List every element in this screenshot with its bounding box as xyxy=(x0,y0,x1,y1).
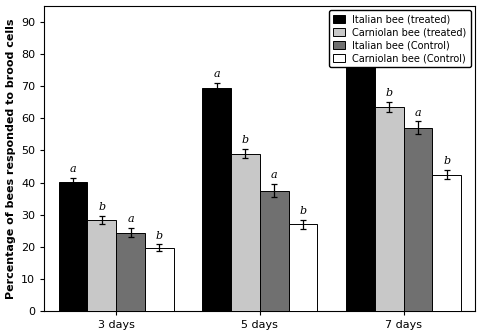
Bar xyxy=(59,182,87,311)
Legend: Italian bee (treated), Carniolan bee (treated), Italian bee (Control), Carniolan: Italian bee (treated), Carniolan bee (tr… xyxy=(328,10,469,67)
Bar xyxy=(403,128,432,311)
Text: a: a xyxy=(127,214,133,224)
Text: a: a xyxy=(414,108,420,118)
Bar xyxy=(288,224,317,311)
Text: b: b xyxy=(442,156,449,166)
Text: a: a xyxy=(270,170,277,180)
Text: b: b xyxy=(299,206,306,216)
Text: b: b xyxy=(385,88,392,98)
Text: a: a xyxy=(357,40,363,50)
Bar xyxy=(230,154,259,311)
Text: b: b xyxy=(156,230,162,241)
Bar xyxy=(144,248,173,311)
Bar xyxy=(432,175,460,311)
Text: a: a xyxy=(70,164,76,174)
Bar xyxy=(374,107,403,311)
Bar xyxy=(87,220,116,311)
Text: b: b xyxy=(98,202,105,212)
Y-axis label: Percentage of bees responded to brood cells: Percentage of bees responded to brood ce… xyxy=(6,18,15,299)
Text: b: b xyxy=(241,135,249,145)
Bar xyxy=(202,88,230,311)
Bar xyxy=(259,191,288,311)
Text: a: a xyxy=(213,69,219,79)
Bar xyxy=(116,233,144,311)
Bar xyxy=(346,59,374,311)
